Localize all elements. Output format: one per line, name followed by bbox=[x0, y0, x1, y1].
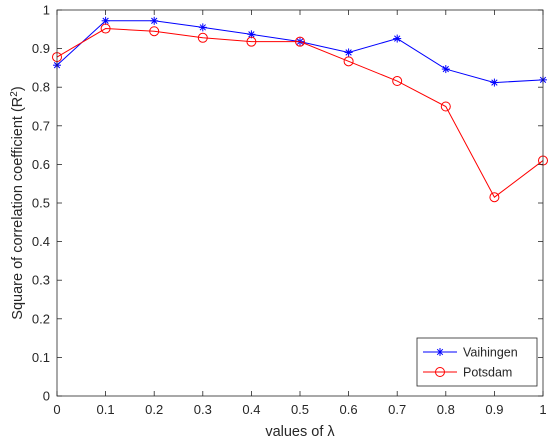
data-point-potsdam bbox=[197, 32, 208, 43]
data-point-vaihingen bbox=[441, 65, 450, 74]
x-tick-label: 0 bbox=[53, 402, 60, 417]
data-point-vaihingen bbox=[490, 78, 499, 87]
data-point-potsdam bbox=[392, 76, 403, 87]
legend-marker-potsdam bbox=[435, 367, 445, 377]
data-point-potsdam bbox=[440, 101, 451, 112]
legend-label-potsdam: Potsdam bbox=[463, 366, 512, 380]
series-line-potsdam bbox=[56, 28, 544, 198]
legend-item-vaihingen: Vaihingen bbox=[423, 346, 518, 360]
y-tick-label: 0.6 bbox=[32, 157, 50, 172]
y-axis-label-superscript: 2 bbox=[9, 91, 20, 97]
y-axis-label-end: ) bbox=[10, 86, 26, 91]
data-point-vaihingen bbox=[101, 16, 110, 25]
data-point-potsdam bbox=[295, 36, 305, 47]
data-point-potsdam bbox=[489, 192, 500, 203]
y-tick-label: 0.8 bbox=[32, 80, 50, 95]
x-tick-label: 0.7 bbox=[388, 402, 406, 417]
data-point-potsdam bbox=[343, 56, 354, 67]
x-axis-label: values of λ bbox=[265, 424, 335, 440]
y-tick-label: 0.3 bbox=[32, 273, 50, 288]
x-tick-label: 0.9 bbox=[485, 402, 503, 417]
data-point-potsdam bbox=[100, 23, 111, 34]
plot-area bbox=[57, 10, 543, 396]
x-tick-label: 0.6 bbox=[340, 402, 358, 417]
y-axis-label-main: Square of correlation coefficient (R bbox=[10, 97, 26, 320]
y-tick-label: 0.2 bbox=[32, 311, 50, 326]
y-tick-label: 0 bbox=[43, 389, 50, 404]
data-point-vaihingen bbox=[198, 23, 207, 32]
x-tick-label: 0.3 bbox=[194, 402, 212, 417]
series-potsdam bbox=[52, 23, 548, 203]
legend-label-vaihingen: Vaihingen bbox=[463, 346, 518, 360]
ticks-layer: 0 0.1 0.2 0.3 0.4 0.5 0.6 0.7 0.8 0.9 1 0 0.1 0.2 0.3 0… bbox=[32, 3, 547, 418]
x-tick-label: 0.4 bbox=[242, 402, 260, 417]
y-tick-label: 0.4 bbox=[32, 234, 50, 249]
x-tick-label: 0.8 bbox=[437, 402, 455, 417]
x-tick-label: 0.2 bbox=[145, 402, 163, 417]
x-tick-label: 1 bbox=[539, 402, 546, 417]
x-tick-label: 0.1 bbox=[97, 402, 115, 417]
legend-item-potsdam: Potsdam bbox=[423, 366, 512, 380]
y-tick-label: 0.1 bbox=[32, 350, 50, 365]
series-layer bbox=[52, 16, 548, 203]
y-tick-label: 1 bbox=[43, 3, 50, 18]
legend-marker-vaihingen bbox=[436, 348, 444, 356]
data-point-vaihingen bbox=[344, 48, 353, 57]
legend-box bbox=[416, 337, 538, 387]
data-point-potsdam bbox=[149, 26, 160, 37]
y-axis-label: Square of correlation coefficient (R2) bbox=[9, 86, 26, 319]
data-point-potsdam bbox=[246, 36, 257, 47]
y-tick-label: 0.7 bbox=[32, 118, 50, 133]
legend: Vaihingen Potsdam bbox=[416, 337, 538, 387]
x-tick-label: 0.5 bbox=[291, 402, 309, 417]
data-point-vaihingen bbox=[393, 34, 402, 43]
y-tick-label: 0.9 bbox=[32, 41, 50, 56]
data-point-vaihingen bbox=[150, 16, 159, 25]
y-tick-label: 0.5 bbox=[32, 196, 50, 211]
